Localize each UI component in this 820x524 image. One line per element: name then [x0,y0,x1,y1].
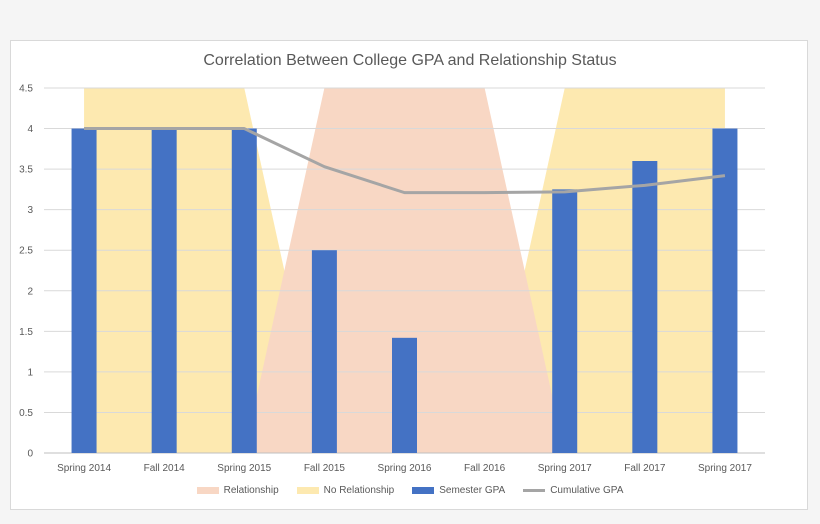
legend-item-cumulative-gpa: Cumulative GPA [523,485,623,496]
legend-label-semester-gpa: Semester GPA [439,485,506,496]
bar-semester-gpa [151,128,177,454]
y-tick-label: 0.5 [19,408,33,419]
legend-label-cumulative-gpa: Cumulative GPA [550,485,624,496]
bar-semester-gpa [311,250,337,453]
x-tick-labels: Spring 2014 Fall 2014 Spring 2015 Fall 2015… [57,463,752,474]
legend-item-semester-gpa: Semester GPA [412,485,505,496]
legend-swatch-cumulative-gpa [523,489,546,492]
y-tick-labels: 0 0.5 1 1.5 2 2.5 3 3.5 4 4.5 [19,84,33,460]
y-tick-label: 3.5 [19,165,33,176]
y-tick-label: 2 [27,286,33,297]
x-tick-label: Fall 2014 [144,463,186,474]
cumulative-line [84,127,726,195]
x-tick-label: Spring 2014 [57,463,111,474]
chart-title: Correlation Between College GPA and Rela… [203,52,617,69]
legend-label-relationship: Relationship [223,485,279,496]
legend-swatch-relationship [196,487,219,494]
y-tick-label: 0 [27,449,33,460]
area-relationship [84,88,725,453]
bar-semester-gpa [552,189,578,453]
y-tick-label: 4.5 [19,84,33,95]
bar-semester-gpa [632,161,658,453]
y-tick-label: 1 [27,367,33,378]
x-tick-label: Spring 2015 [217,463,271,474]
legend-item-relationship: Relationship [196,485,279,496]
y-tick-label: 2.5 [19,246,33,257]
x-tick-label: Spring 2017 [538,463,592,474]
x-tick-label: Fall 2016 [464,463,506,474]
x-tick-label: Fall 2015 [304,463,346,474]
legend-item-no-relationship: No Relationship [296,485,395,496]
bar-semester-gpa [71,128,97,454]
y-tick-label: 3 [27,205,33,216]
legend: Relationship No Relationship Semester GP… [0,485,820,496]
line-cumulative-gpa [84,127,726,195]
bars [71,128,738,454]
legend-swatch-semester-gpa [412,487,435,494]
bar-semester-gpa [231,128,257,454]
x-tick-label: Fall 2017 [624,463,666,474]
x-tick-label: Spring 2017 [698,463,752,474]
legend-swatch-no-relationship [296,487,319,494]
legend-label-no-relationship: No Relationship [323,485,395,496]
y-tick-label: 4 [27,124,33,135]
bar-semester-gpa [712,128,738,454]
bar-semester-gpa [392,337,417,453]
x-tick-label: Spring 2016 [378,463,432,474]
y-tick-label: 1.5 [19,327,33,338]
